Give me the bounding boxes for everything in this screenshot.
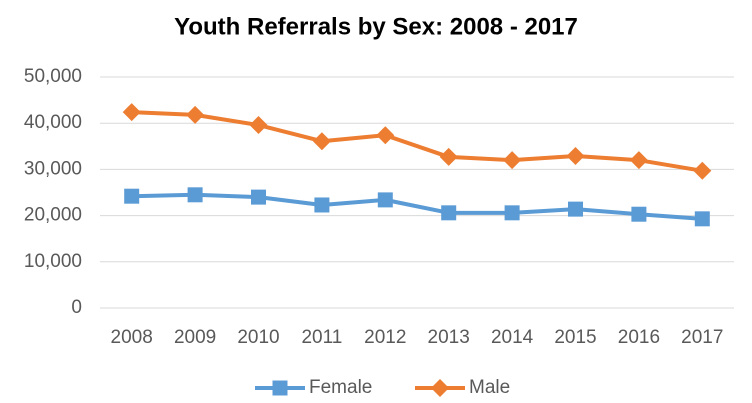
marker xyxy=(504,205,520,221)
marker xyxy=(272,380,288,396)
marker xyxy=(249,116,268,135)
marker xyxy=(631,206,647,222)
x-tick-label: 2013 xyxy=(428,327,470,348)
marker xyxy=(568,201,583,217)
marker xyxy=(629,151,648,170)
x-tick-label: 2010 xyxy=(237,327,279,348)
x-tick-label: 2014 xyxy=(491,327,534,348)
legend-label: Female xyxy=(309,377,372,398)
marker xyxy=(441,205,457,221)
marker xyxy=(312,132,331,151)
marker xyxy=(503,151,522,170)
marker xyxy=(187,187,203,203)
y-tick-label: 40,000 xyxy=(24,112,82,133)
x-tick-label: 2009 xyxy=(174,327,216,348)
x-tick-label: 2008 xyxy=(111,327,153,348)
marker xyxy=(186,105,205,124)
marker xyxy=(431,379,449,397)
marker xyxy=(439,147,458,166)
marker xyxy=(376,126,395,145)
x-tick-label: 2011 xyxy=(301,327,342,348)
chart-title: Youth Referrals by Sex: 2008 - 2017 xyxy=(174,13,578,40)
marker xyxy=(122,103,141,122)
x-tick-label: 2016 xyxy=(618,327,660,348)
x-tick-label: 2017 xyxy=(681,327,723,348)
y-tick-label: 0 xyxy=(71,297,82,318)
marker xyxy=(124,188,140,204)
y-tick-label: 20,000 xyxy=(24,205,82,226)
marker xyxy=(251,189,266,205)
marker xyxy=(377,192,393,208)
y-tick-label: 50,000 xyxy=(24,66,82,87)
legend-label: Male xyxy=(469,377,510,398)
series-line xyxy=(131,110,703,173)
y-tick-label: 30,000 xyxy=(24,158,82,179)
y-tick-label: 10,000 xyxy=(24,251,82,272)
marker xyxy=(694,211,710,227)
x-tick-label: 2012 xyxy=(364,327,406,348)
marker xyxy=(314,197,330,213)
series-line xyxy=(131,192,703,221)
marker xyxy=(693,161,712,180)
x-tick-label: 2015 xyxy=(554,327,596,348)
marker xyxy=(566,147,585,166)
